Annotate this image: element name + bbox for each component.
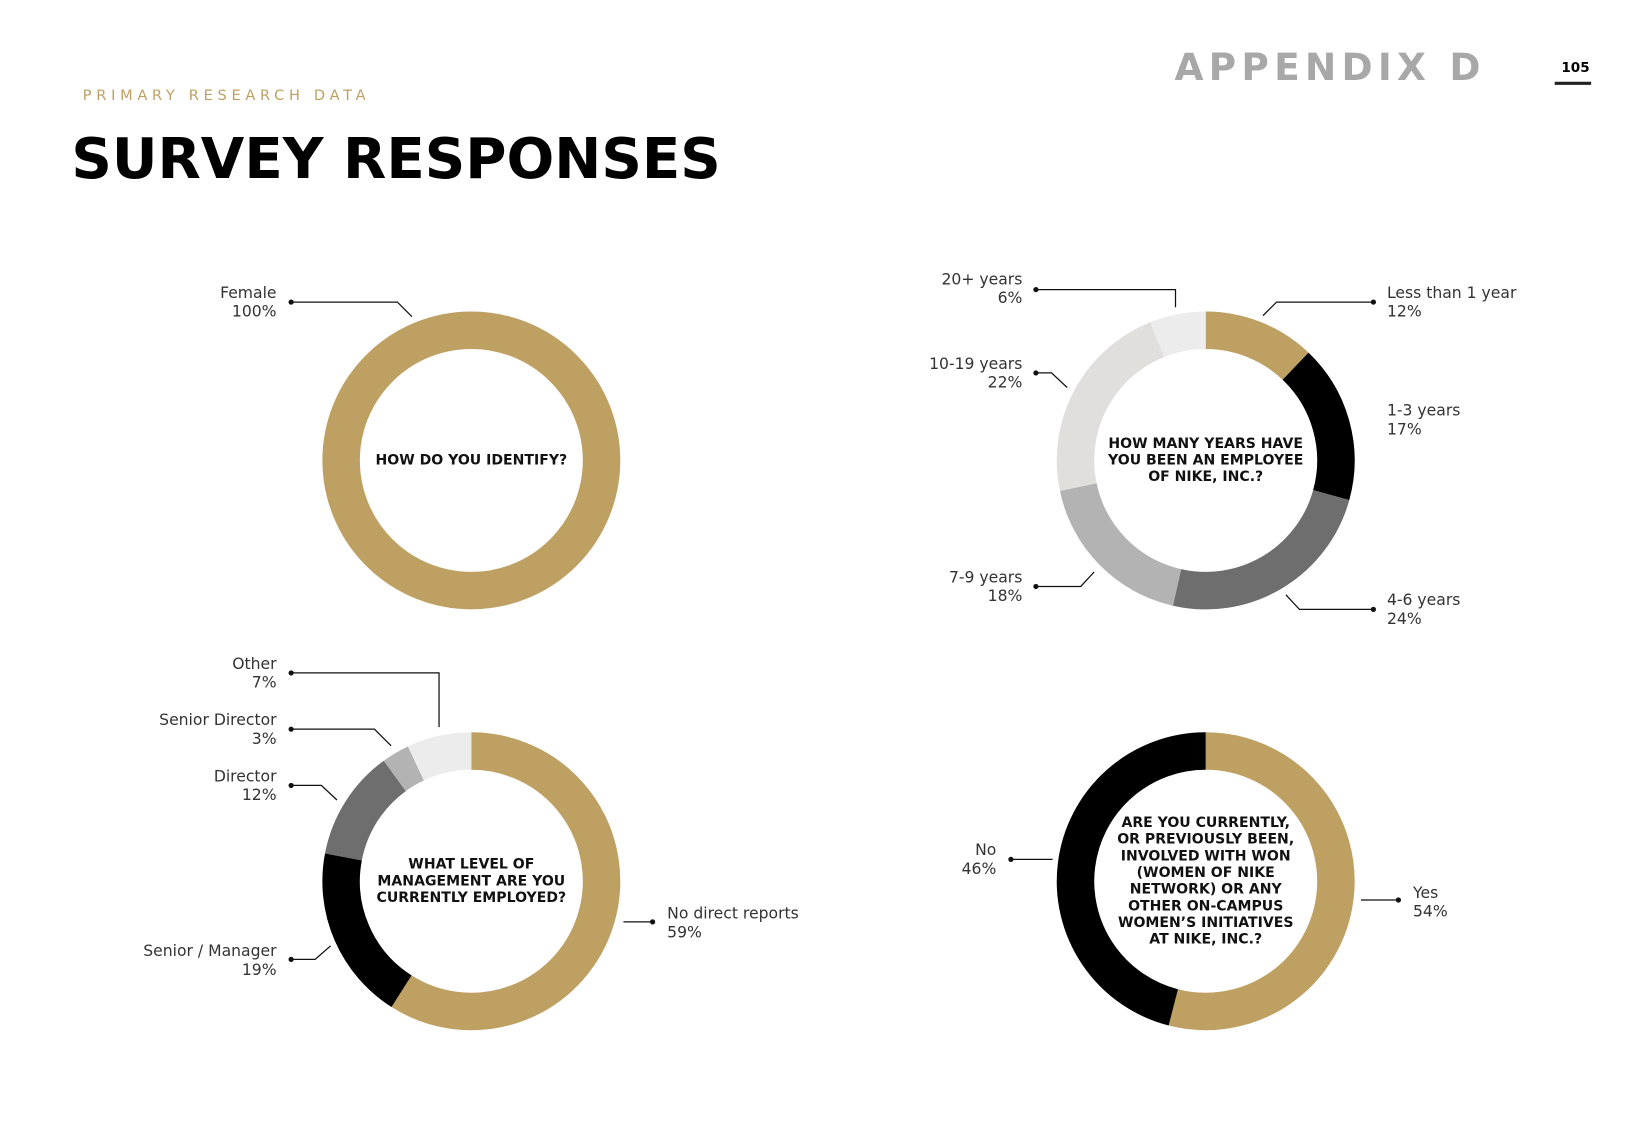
question-box: HOW MANY YEARS HAVE YOU BEEN AN EMPLOYEE… xyxy=(1108,435,1304,486)
leader-line xyxy=(291,672,440,728)
label-name: Female xyxy=(220,284,276,302)
donut-segment xyxy=(383,746,425,792)
donut-segment xyxy=(1172,489,1350,610)
label-value: 19% xyxy=(242,961,277,979)
label-name: Senior / Manager xyxy=(143,942,277,960)
leader-dot xyxy=(288,956,294,962)
label-name: 7-9 years xyxy=(949,568,1022,586)
question: ARE YOU CURRENTLY, OR PREVIOUSLY BEEN, I… xyxy=(1117,814,1295,948)
leader-dot xyxy=(288,670,294,676)
question-box: WHAT LEVEL OF MANAGEMENT ARE YOU CURRENT… xyxy=(376,856,567,907)
donut-segment xyxy=(1205,311,1309,381)
donut-segment xyxy=(325,760,407,861)
label-value: 54% xyxy=(1413,903,1448,921)
label-name: 4-6 years xyxy=(1387,591,1460,609)
leader-dot xyxy=(1033,583,1039,590)
leader-dot xyxy=(1370,606,1377,612)
donut-segment xyxy=(322,853,413,1008)
label-value: 3% xyxy=(252,730,277,748)
page-title: SURVEY RESPONSES xyxy=(71,127,720,192)
leader-line xyxy=(1035,372,1068,388)
question: WHAT LEVEL OF MANAGEMENT ARE YOU CURRENT… xyxy=(376,856,567,907)
label-name: Less than 1 year xyxy=(1387,284,1517,302)
leader-line xyxy=(291,784,338,801)
label-name: No direct reports xyxy=(667,905,799,923)
label-value: 100% xyxy=(232,303,277,321)
label-name: 10-19 years xyxy=(929,355,1022,373)
donut-segment xyxy=(1150,311,1207,358)
label-name: 1-3 years xyxy=(1387,402,1460,420)
leader-dot xyxy=(1370,299,1377,305)
label-value: 7% xyxy=(252,674,277,692)
leader-dot xyxy=(1008,856,1014,862)
label-value: 24% xyxy=(1387,610,1422,628)
question-box: HOW DO YOU IDENTIFY? xyxy=(375,452,568,469)
label-name: Director xyxy=(214,767,277,785)
label-name: No xyxy=(975,841,996,859)
leader-line xyxy=(1262,301,1374,317)
leader-line xyxy=(1285,594,1374,611)
leader-dot xyxy=(1033,370,1039,376)
label-name: Yes xyxy=(1412,884,1438,902)
leader-dot xyxy=(1033,286,1039,293)
donut-segment xyxy=(1168,732,1355,1031)
label-value: 6% xyxy=(998,289,1023,307)
label-value: 12% xyxy=(1387,303,1422,321)
label-value: 12% xyxy=(242,786,277,804)
label-value: 59% xyxy=(667,924,702,942)
leader-dot xyxy=(288,299,294,305)
leader-line xyxy=(291,945,332,961)
label-name: Senior Director xyxy=(159,711,277,729)
question: HOW MANY YEARS HAVE YOU BEEN AN EMPLOYEE… xyxy=(1108,435,1304,486)
donut-segment xyxy=(407,732,472,781)
label-name: 20+ years xyxy=(942,270,1023,288)
eyebrow: PRIMARY RESEARCH DATA xyxy=(83,87,370,104)
page-number: 105 xyxy=(1561,60,1589,76)
donut-segment xyxy=(1059,482,1182,606)
leader-line xyxy=(1035,571,1095,588)
label-value: 17% xyxy=(1387,420,1422,438)
label-value: 46% xyxy=(962,860,997,878)
donut-segment xyxy=(1056,322,1165,491)
donut-segment xyxy=(1056,732,1207,1026)
leader-dot xyxy=(288,782,294,789)
donut-segment xyxy=(391,732,621,1031)
leader-dot xyxy=(1395,897,1402,903)
label-name: Other xyxy=(232,655,277,673)
question: HOW DO YOU IDENTIFY? xyxy=(375,452,568,469)
label-value: 22% xyxy=(988,374,1023,392)
section-title: APPENDIX D xyxy=(1174,45,1485,89)
question-box: ARE YOU CURRENTLY, OR PREVIOUSLY BEEN, I… xyxy=(1117,814,1295,948)
label-value: 18% xyxy=(988,587,1023,605)
donut-segment xyxy=(322,311,621,610)
leader-line xyxy=(291,728,392,747)
leader-line xyxy=(291,301,413,318)
leader-line xyxy=(1035,288,1177,308)
donut-segment xyxy=(1282,352,1355,501)
leader-dot xyxy=(649,919,656,925)
leader-dot xyxy=(288,726,294,732)
